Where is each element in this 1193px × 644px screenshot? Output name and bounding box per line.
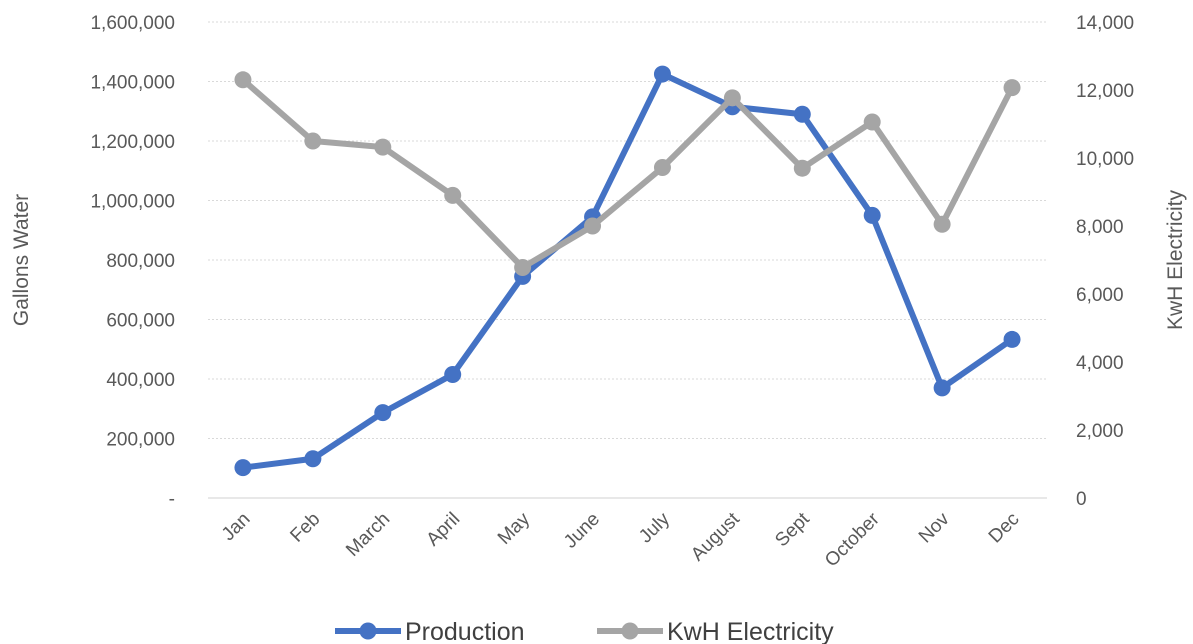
- data-point: [584, 217, 602, 235]
- y2-tick-label: 14,000: [1076, 13, 1134, 34]
- x-tick-label: October: [821, 508, 884, 571]
- x-tick-label: August: [687, 508, 744, 565]
- y-tick-label: 400,000: [106, 370, 175, 391]
- data-point: [374, 404, 392, 422]
- y-tick-label: 800,000: [106, 251, 175, 272]
- x-tick-label: June: [560, 509, 604, 553]
- data-point: [1003, 79, 1021, 97]
- data-point: [1003, 330, 1021, 348]
- y-tick-label: 1,000,000: [90, 192, 175, 213]
- y2-tick-label: 10,000: [1076, 149, 1134, 170]
- y-tick-label: 200,000: [106, 430, 175, 451]
- y-tick-label: 600,000: [106, 311, 175, 332]
- data-point: [234, 459, 252, 477]
- legend-label: KwH Electricity: [667, 618, 834, 644]
- y-tick-label: 1,200,000: [90, 132, 175, 153]
- y-tick-label: 1,400,000: [90, 73, 175, 94]
- x-tick-label: Nov: [915, 508, 954, 547]
- x-tick-label: July: [635, 508, 674, 547]
- series-production: [234, 65, 1021, 477]
- data-point: [933, 215, 951, 233]
- x-tick-label: May: [494, 508, 535, 549]
- legend-label: Production: [405, 618, 525, 644]
- data-point: [234, 71, 252, 89]
- y2-tick-label: 2,000: [1076, 421, 1124, 442]
- data-point: [514, 258, 532, 276]
- data-point: [374, 138, 392, 156]
- x-tick-label: Feb: [286, 509, 324, 547]
- data-point: [723, 89, 741, 107]
- gridlines: [208, 21, 1047, 439]
- left-axis-tick-labels: - 200,000 400,000 600,000 800,000 1,000,000 1,…: [90, 13, 175, 510]
- right-axis-tick-labels: 0 2,000 4,000 6,000 8,000 10,000 12,000 14,000: [1076, 13, 1134, 510]
- left-axis-title: Gallons Water: [10, 194, 33, 326]
- x-tick-label: March: [342, 509, 394, 561]
- data-point: [793, 105, 811, 123]
- data-point: [863, 206, 881, 224]
- x-tick-label: Dec: [985, 509, 1024, 548]
- series-kwh-electricity: [234, 71, 1021, 276]
- x-tick-label: Jan: [218, 509, 255, 546]
- legend-item: Production: [335, 618, 525, 644]
- series-line: [239, 71, 1016, 471]
- data-point: [863, 113, 881, 131]
- y2-tick-label: 6,000: [1076, 285, 1124, 306]
- y2-tick-label: 8,000: [1076, 217, 1124, 238]
- series-line: [239, 76, 1016, 271]
- y2-tick-label: 0: [1076, 489, 1087, 510]
- y2-tick-label: 12,000: [1076, 81, 1134, 102]
- y2-tick-label: 4,000: [1076, 353, 1124, 374]
- data-point: [304, 450, 322, 468]
- y-tick-label: 1,600,000: [90, 13, 175, 34]
- data-point: [653, 65, 671, 83]
- data-point: [933, 379, 951, 397]
- series-layer: [234, 65, 1021, 477]
- legend-marker: [621, 622, 639, 640]
- legend-marker: [359, 622, 377, 640]
- x-axis-tick-labels: Jan Feb March April May June July August Sept Oct…: [218, 508, 1024, 571]
- data-point: [304, 132, 322, 150]
- legend: Production KwH Electricity: [335, 618, 834, 644]
- data-point: [444, 366, 462, 384]
- data-point: [444, 186, 462, 204]
- right-axis-title: KwH Electricity: [1164, 189, 1187, 330]
- data-point: [793, 159, 811, 177]
- y-tick-label: -: [169, 489, 175, 510]
- data-point: [653, 159, 671, 177]
- x-tick-label: April: [423, 509, 465, 551]
- legend-item: KwH Electricity: [597, 618, 834, 644]
- x-tick-label: Sept: [771, 508, 814, 551]
